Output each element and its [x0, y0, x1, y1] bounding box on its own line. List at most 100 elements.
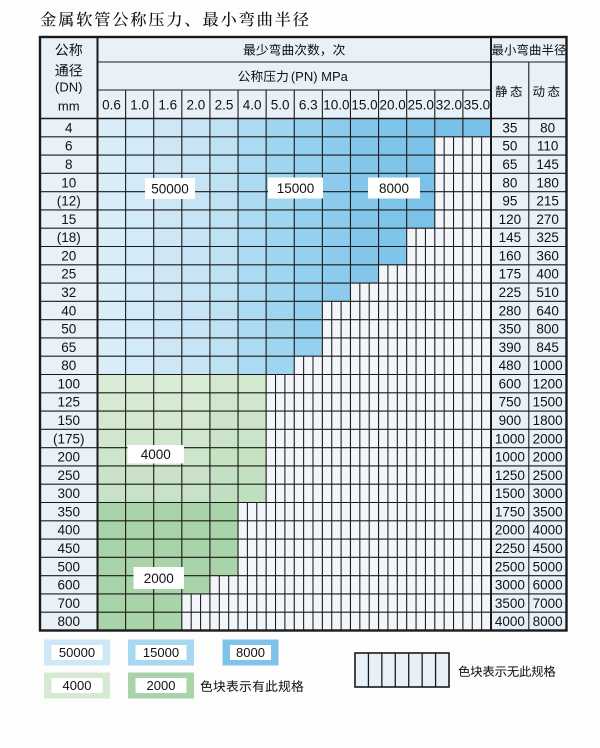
svg-text:1.0: 1.0 — [130, 97, 149, 112]
svg-text:3000: 3000 — [533, 486, 563, 501]
svg-text:250: 250 — [57, 468, 80, 483]
svg-text:80: 80 — [502, 175, 517, 190]
svg-text:80: 80 — [61, 358, 76, 373]
svg-text:800: 800 — [536, 322, 559, 337]
svg-text:2.5: 2.5 — [215, 97, 234, 112]
svg-text:180: 180 — [536, 175, 559, 190]
svg-text:8: 8 — [65, 157, 73, 172]
svg-text:1000: 1000 — [495, 431, 525, 446]
svg-text:350: 350 — [499, 322, 522, 337]
svg-text:(175): (175) — [53, 431, 85, 446]
svg-text:15.0: 15.0 — [351, 97, 377, 112]
svg-text:640: 640 — [536, 303, 559, 318]
svg-text:450: 450 — [57, 541, 80, 556]
svg-text:(PN) MPa: (PN) MPa — [291, 69, 349, 84]
svg-text:25: 25 — [61, 267, 76, 282]
svg-text:50000: 50000 — [151, 181, 189, 196]
svg-text:1500: 1500 — [495, 486, 525, 501]
svg-text:25.0: 25.0 — [408, 97, 434, 112]
svg-text:1800: 1800 — [533, 413, 563, 428]
svg-text:280: 280 — [499, 303, 522, 318]
svg-text:350: 350 — [57, 504, 80, 519]
svg-text:6: 6 — [65, 139, 73, 154]
svg-text:110: 110 — [537, 139, 559, 154]
svg-text:215: 215 — [536, 194, 559, 209]
svg-text:2000: 2000 — [147, 678, 176, 693]
svg-text:10: 10 — [61, 175, 76, 190]
svg-text:50000: 50000 — [59, 645, 95, 660]
svg-text:4000: 4000 — [141, 447, 171, 462]
svg-text:15000: 15000 — [143, 645, 179, 660]
svg-text:3000: 3000 — [495, 578, 525, 593]
svg-text:1750: 1750 — [495, 504, 525, 519]
svg-text:270: 270 — [536, 212, 559, 227]
svg-text:95: 95 — [502, 194, 517, 209]
svg-text:120: 120 — [499, 212, 522, 227]
svg-text:5000: 5000 — [533, 559, 563, 574]
svg-text:750: 750 — [499, 395, 522, 410]
svg-text:2000: 2000 — [533, 431, 563, 446]
svg-text:500: 500 — [57, 559, 80, 574]
svg-text:2500: 2500 — [495, 559, 525, 574]
svg-text:4000: 4000 — [63, 678, 92, 693]
svg-text:15: 15 — [61, 212, 76, 227]
svg-text:6.3: 6.3 — [299, 97, 318, 112]
svg-text:4500: 4500 — [533, 541, 563, 556]
svg-text:325: 325 — [536, 230, 559, 245]
svg-text:160: 160 — [499, 248, 522, 263]
svg-text:900: 900 — [499, 413, 522, 428]
svg-text:150: 150 — [57, 413, 80, 428]
svg-text:4000: 4000 — [495, 614, 525, 629]
svg-text:700: 700 — [57, 596, 80, 611]
svg-text:480: 480 — [499, 358, 522, 373]
svg-text:175: 175 — [499, 267, 522, 282]
svg-text:225: 225 — [499, 285, 522, 300]
svg-text:(DN): (DN) — [55, 80, 82, 95]
svg-text:2000: 2000 — [495, 523, 525, 538]
svg-text:35: 35 — [502, 120, 517, 135]
svg-text:32: 32 — [61, 285, 76, 300]
svg-text:(18): (18) — [57, 230, 81, 245]
svg-text:390: 390 — [499, 340, 522, 355]
svg-text:4.0: 4.0 — [243, 97, 262, 112]
svg-text:600: 600 — [57, 578, 80, 593]
svg-text:0.6: 0.6 — [102, 97, 121, 112]
svg-text:2.0: 2.0 — [186, 97, 205, 112]
svg-text:20: 20 — [61, 248, 76, 263]
svg-text:3500: 3500 — [495, 596, 525, 611]
svg-text:(12): (12) — [57, 194, 81, 209]
svg-text:20.0: 20.0 — [379, 97, 405, 112]
svg-text:1.6: 1.6 — [158, 97, 177, 112]
svg-text:800: 800 — [57, 614, 80, 629]
svg-text:10.0: 10.0 — [323, 97, 349, 112]
svg-text:50: 50 — [61, 322, 76, 337]
svg-text:400: 400 — [536, 267, 559, 282]
svg-text:40: 40 — [61, 303, 76, 318]
svg-text:1250: 1250 — [495, 468, 525, 483]
svg-text:32.0: 32.0 — [436, 97, 462, 112]
svg-text:4000: 4000 — [533, 523, 563, 538]
svg-text:125: 125 — [57, 395, 80, 410]
svg-text:510: 510 — [536, 285, 559, 300]
svg-text:4: 4 — [65, 120, 73, 135]
svg-text:360: 360 — [536, 248, 559, 263]
svg-text:400: 400 — [57, 523, 80, 538]
svg-text:8000: 8000 — [379, 181, 409, 196]
svg-text:mm: mm — [58, 99, 80, 114]
svg-text:15000: 15000 — [277, 181, 315, 196]
svg-text:1000: 1000 — [533, 358, 563, 373]
svg-text:2250: 2250 — [495, 541, 525, 556]
svg-text:50: 50 — [502, 139, 517, 154]
svg-text:145: 145 — [499, 230, 522, 245]
svg-text:3500: 3500 — [533, 504, 563, 519]
svg-text:6000: 6000 — [533, 578, 563, 593]
svg-text:2500: 2500 — [533, 468, 563, 483]
svg-text:145: 145 — [536, 157, 559, 172]
svg-text:65: 65 — [61, 340, 76, 355]
svg-text:8000: 8000 — [236, 645, 265, 660]
svg-text:300: 300 — [57, 486, 80, 501]
svg-text:100: 100 — [57, 376, 80, 391]
svg-text:8000: 8000 — [533, 614, 563, 629]
svg-text:2000: 2000 — [144, 571, 174, 586]
svg-text:5.0: 5.0 — [271, 97, 290, 112]
